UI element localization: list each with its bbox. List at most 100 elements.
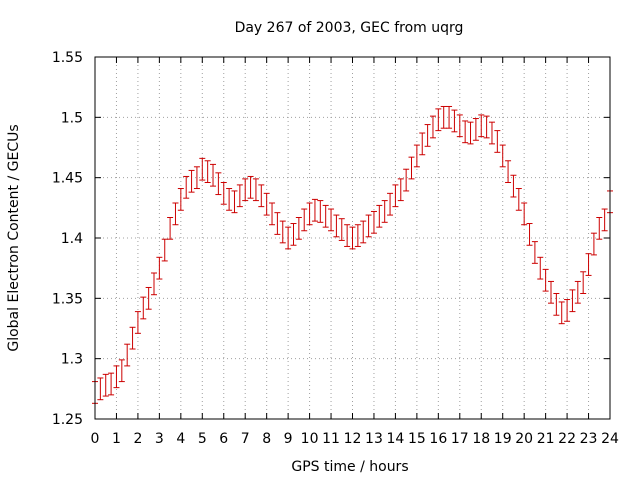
error-bar-point bbox=[440, 105, 447, 129]
error-bar-point bbox=[435, 108, 442, 132]
error-bar-point bbox=[462, 120, 469, 144]
error-bar-point bbox=[360, 220, 367, 244]
error-bar-point bbox=[515, 188, 522, 211]
error-bar-point bbox=[172, 202, 179, 226]
error-bar-point bbox=[429, 115, 436, 139]
error-bar-point bbox=[220, 181, 227, 205]
data-series bbox=[92, 105, 613, 404]
error-bar-point bbox=[531, 241, 538, 264]
error-bar-point bbox=[590, 232, 597, 256]
error-bar-point bbox=[408, 156, 415, 180]
x-tick-label: 16 bbox=[429, 431, 447, 447]
y-tick-label: 1.3 bbox=[61, 352, 83, 368]
error-bar-point bbox=[156, 256, 163, 280]
error-bar-point bbox=[596, 216, 603, 240]
x-axis-label: GPS time / hours bbox=[291, 459, 408, 475]
error-bar-point bbox=[108, 372, 115, 396]
error-bar-point bbox=[585, 253, 592, 276]
error-bar-point bbox=[279, 220, 286, 244]
error-bar-point bbox=[118, 359, 125, 383]
x-tick-label: 1 bbox=[112, 431, 121, 447]
error-bar-point bbox=[403, 168, 410, 192]
x-tick-label: 13 bbox=[365, 431, 383, 447]
error-bar-point bbox=[499, 144, 506, 168]
error-bar-point bbox=[478, 114, 485, 138]
x-tick-label: 17 bbox=[451, 431, 469, 447]
error-bar-point bbox=[129, 326, 136, 350]
error-bar-point bbox=[526, 223, 533, 246]
error-bar-point bbox=[553, 293, 560, 316]
error-bar-point bbox=[295, 216, 302, 240]
error-bar-point bbox=[140, 296, 147, 320]
error-bar-point bbox=[505, 160, 512, 183]
error-bar-point bbox=[601, 208, 608, 232]
error-bar-point bbox=[569, 289, 576, 313]
error-bar-point bbox=[322, 204, 329, 228]
error-bar-point bbox=[285, 226, 292, 250]
x-tick-label: 14 bbox=[387, 431, 405, 447]
error-bar-point bbox=[301, 208, 308, 232]
error-bar-point bbox=[306, 202, 313, 226]
error-bar-point bbox=[269, 202, 276, 226]
error-bar-point bbox=[456, 114, 463, 138]
ticks: 0 1 2 3 4 5 6 7 8 9 10 11 12 13 14 15 16 17 18 19 20 21 22 23 24… bbox=[52, 50, 619, 447]
x-tick-label: 23 bbox=[580, 431, 598, 447]
error-bar-point bbox=[467, 121, 474, 145]
x-tick-label: 15 bbox=[408, 431, 426, 447]
error-bar-point bbox=[424, 124, 431, 147]
error-bar-point bbox=[349, 226, 356, 250]
x-tick-label: 18 bbox=[472, 431, 490, 447]
error-bar-point bbox=[97, 377, 104, 401]
error-bar-point bbox=[193, 166, 200, 190]
error-bar-point bbox=[151, 272, 158, 296]
error-bar-point bbox=[354, 224, 361, 247]
error-bar-point bbox=[537, 256, 544, 280]
error-bar-point bbox=[258, 184, 265, 208]
error-bar-point bbox=[145, 286, 152, 310]
x-tick-label: 11 bbox=[322, 431, 340, 447]
error-bar-point bbox=[290, 223, 297, 246]
error-bar-point bbox=[542, 268, 549, 292]
error-bar-point bbox=[226, 188, 233, 211]
error-bar-point bbox=[134, 311, 141, 334]
y-axis-label: Global Electron Content / GECUs bbox=[6, 124, 22, 351]
y-tick-label: 1.4 bbox=[61, 231, 83, 247]
x-tick-label: 5 bbox=[198, 431, 207, 447]
error-bar-point bbox=[387, 192, 394, 216]
error-bar-point bbox=[392, 184, 399, 208]
error-bar-point bbox=[215, 172, 222, 196]
error-bar-point bbox=[177, 188, 184, 211]
error-bar-point bbox=[311, 198, 318, 222]
error-bar-point bbox=[274, 212, 281, 235]
x-tick-label: 6 bbox=[219, 431, 228, 447]
error-bar-point bbox=[263, 192, 270, 216]
error-bar-point bbox=[558, 301, 565, 325]
error-bar-point bbox=[370, 210, 377, 234]
error-bar-point bbox=[161, 238, 168, 262]
x-tick-label: 0 bbox=[91, 431, 100, 447]
x-tick-label: 2 bbox=[133, 431, 142, 447]
error-bar-point bbox=[446, 105, 453, 129]
x-tick-label: 10 bbox=[301, 431, 319, 447]
x-tick-label: 19 bbox=[494, 431, 512, 447]
error-bar-point bbox=[344, 224, 351, 247]
error-bar-point bbox=[376, 204, 383, 228]
error-bar-point bbox=[397, 178, 404, 202]
y-tick-label: 1.35 bbox=[52, 291, 83, 307]
error-bar-point bbox=[564, 299, 571, 322]
error-bar-point bbox=[413, 144, 420, 168]
error-bar-point bbox=[113, 365, 120, 389]
x-tick-label: 7 bbox=[241, 431, 250, 447]
y-tick-label: 1.45 bbox=[52, 171, 83, 187]
chart-title: Day 267 of 2003, GEC from uqrg bbox=[235, 20, 464, 36]
error-bar-point bbox=[365, 214, 372, 238]
error-bar-point bbox=[472, 118, 479, 141]
error-bar-point bbox=[488, 121, 495, 145]
error-bar-point bbox=[317, 200, 324, 223]
x-tick-label: 8 bbox=[262, 431, 271, 447]
x-tick-label: 21 bbox=[537, 431, 555, 447]
error-bar-point bbox=[102, 373, 109, 397]
y-tick-label: 1.5 bbox=[61, 110, 83, 126]
error-bar-point bbox=[338, 218, 345, 241]
